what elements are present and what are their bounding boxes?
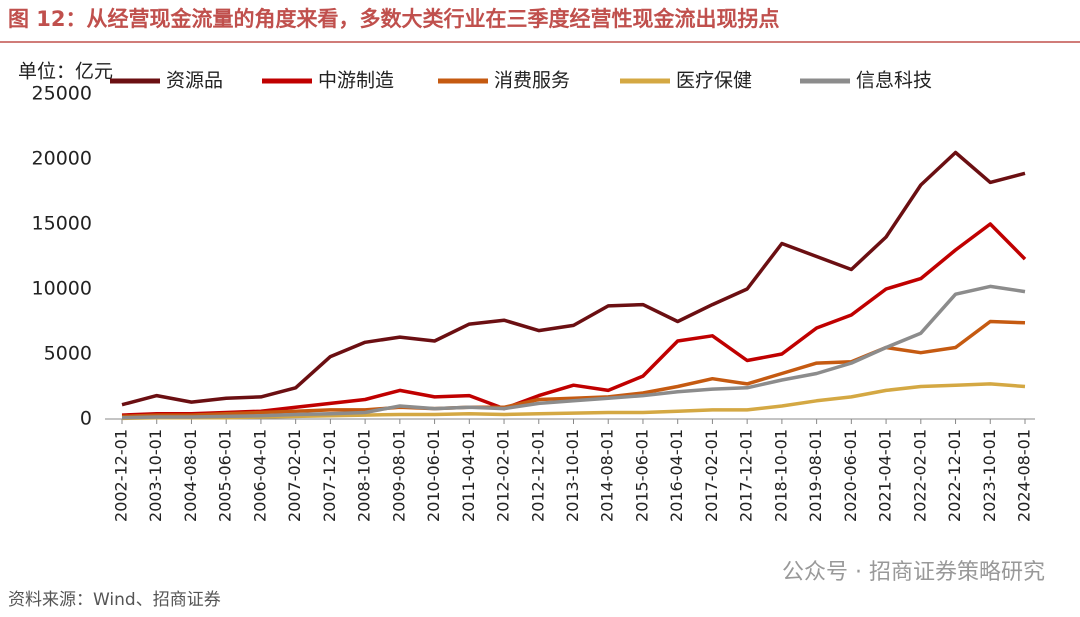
x-tick-label: 2017-02-01 xyxy=(702,429,721,522)
legend-label: 信息科技 xyxy=(856,70,932,92)
y-tick-label: 10000 xyxy=(32,278,92,300)
series-line xyxy=(121,150,1026,407)
x-tick-label: 2003-10-01 xyxy=(146,429,165,522)
y-tick-label: 15000 xyxy=(32,213,92,235)
x-tick-label: 2016-04-01 xyxy=(667,429,686,522)
legend-label: 中游制造 xyxy=(318,70,394,92)
x-tick-label: 2007-12-01 xyxy=(320,429,339,522)
x-tick-label: 2006-04-01 xyxy=(250,429,269,522)
legend-label: 消费服务 xyxy=(494,70,570,92)
chart-title: 图 12：从经营现金流量的角度来看，多数大类行业在三季度经营性现金流出现拐点 xyxy=(8,7,780,31)
x-tick-label: 2022-12-01 xyxy=(945,429,964,522)
x-tick-label: 2014-08-01 xyxy=(598,429,617,522)
x-tick-label: 2005-06-01 xyxy=(216,429,235,522)
x-tick-label: 2021-04-01 xyxy=(876,429,895,522)
x-tick-label: 2013-10-01 xyxy=(563,429,582,522)
x-tick-label: 2020-06-01 xyxy=(841,429,860,522)
x-tick-label: 2002-12-01 xyxy=(112,429,131,522)
unit-label: 单位：亿元 xyxy=(18,61,113,83)
x-tick-label: 2022-02-01 xyxy=(910,429,929,522)
y-tick-label: 20000 xyxy=(32,148,92,170)
x-tick-label: 2019-08-01 xyxy=(806,429,825,522)
x-tick-label: 2018-10-01 xyxy=(771,429,790,522)
x-tick-label: 2023-10-01 xyxy=(980,429,999,522)
x-tick-label: 2015-06-01 xyxy=(632,429,651,522)
y-tick-label: 5000 xyxy=(44,343,92,365)
series-line xyxy=(121,222,1027,417)
x-tick-label: 2010-06-01 xyxy=(424,429,443,522)
x-tick-label: 2009-08-01 xyxy=(389,429,408,522)
x-tick-label: 2024-08-01 xyxy=(1015,429,1034,522)
watermark: 公众号 · 招商证券策略研究 xyxy=(782,560,1045,585)
x-tick-label: 2011-04-01 xyxy=(459,429,478,522)
y-tick-label: 25000 xyxy=(32,83,92,105)
y-tick-label: 0 xyxy=(80,408,92,430)
source: 资料来源：Wind、招商证券 xyxy=(8,590,221,610)
x-tick-label: 2008-10-01 xyxy=(355,429,374,522)
legend-label: 资源品 xyxy=(166,70,223,92)
x-tick-label: 2017-12-01 xyxy=(737,429,756,522)
legend-label: 医疗保健 xyxy=(676,70,752,92)
x-tick-label: 2004-08-01 xyxy=(181,429,200,522)
x-tick-label: 2012-02-01 xyxy=(494,429,513,522)
x-tick-label: 2007-02-01 xyxy=(285,429,304,522)
x-tick-label: 2012-12-01 xyxy=(528,429,547,522)
series-line xyxy=(121,284,1026,420)
